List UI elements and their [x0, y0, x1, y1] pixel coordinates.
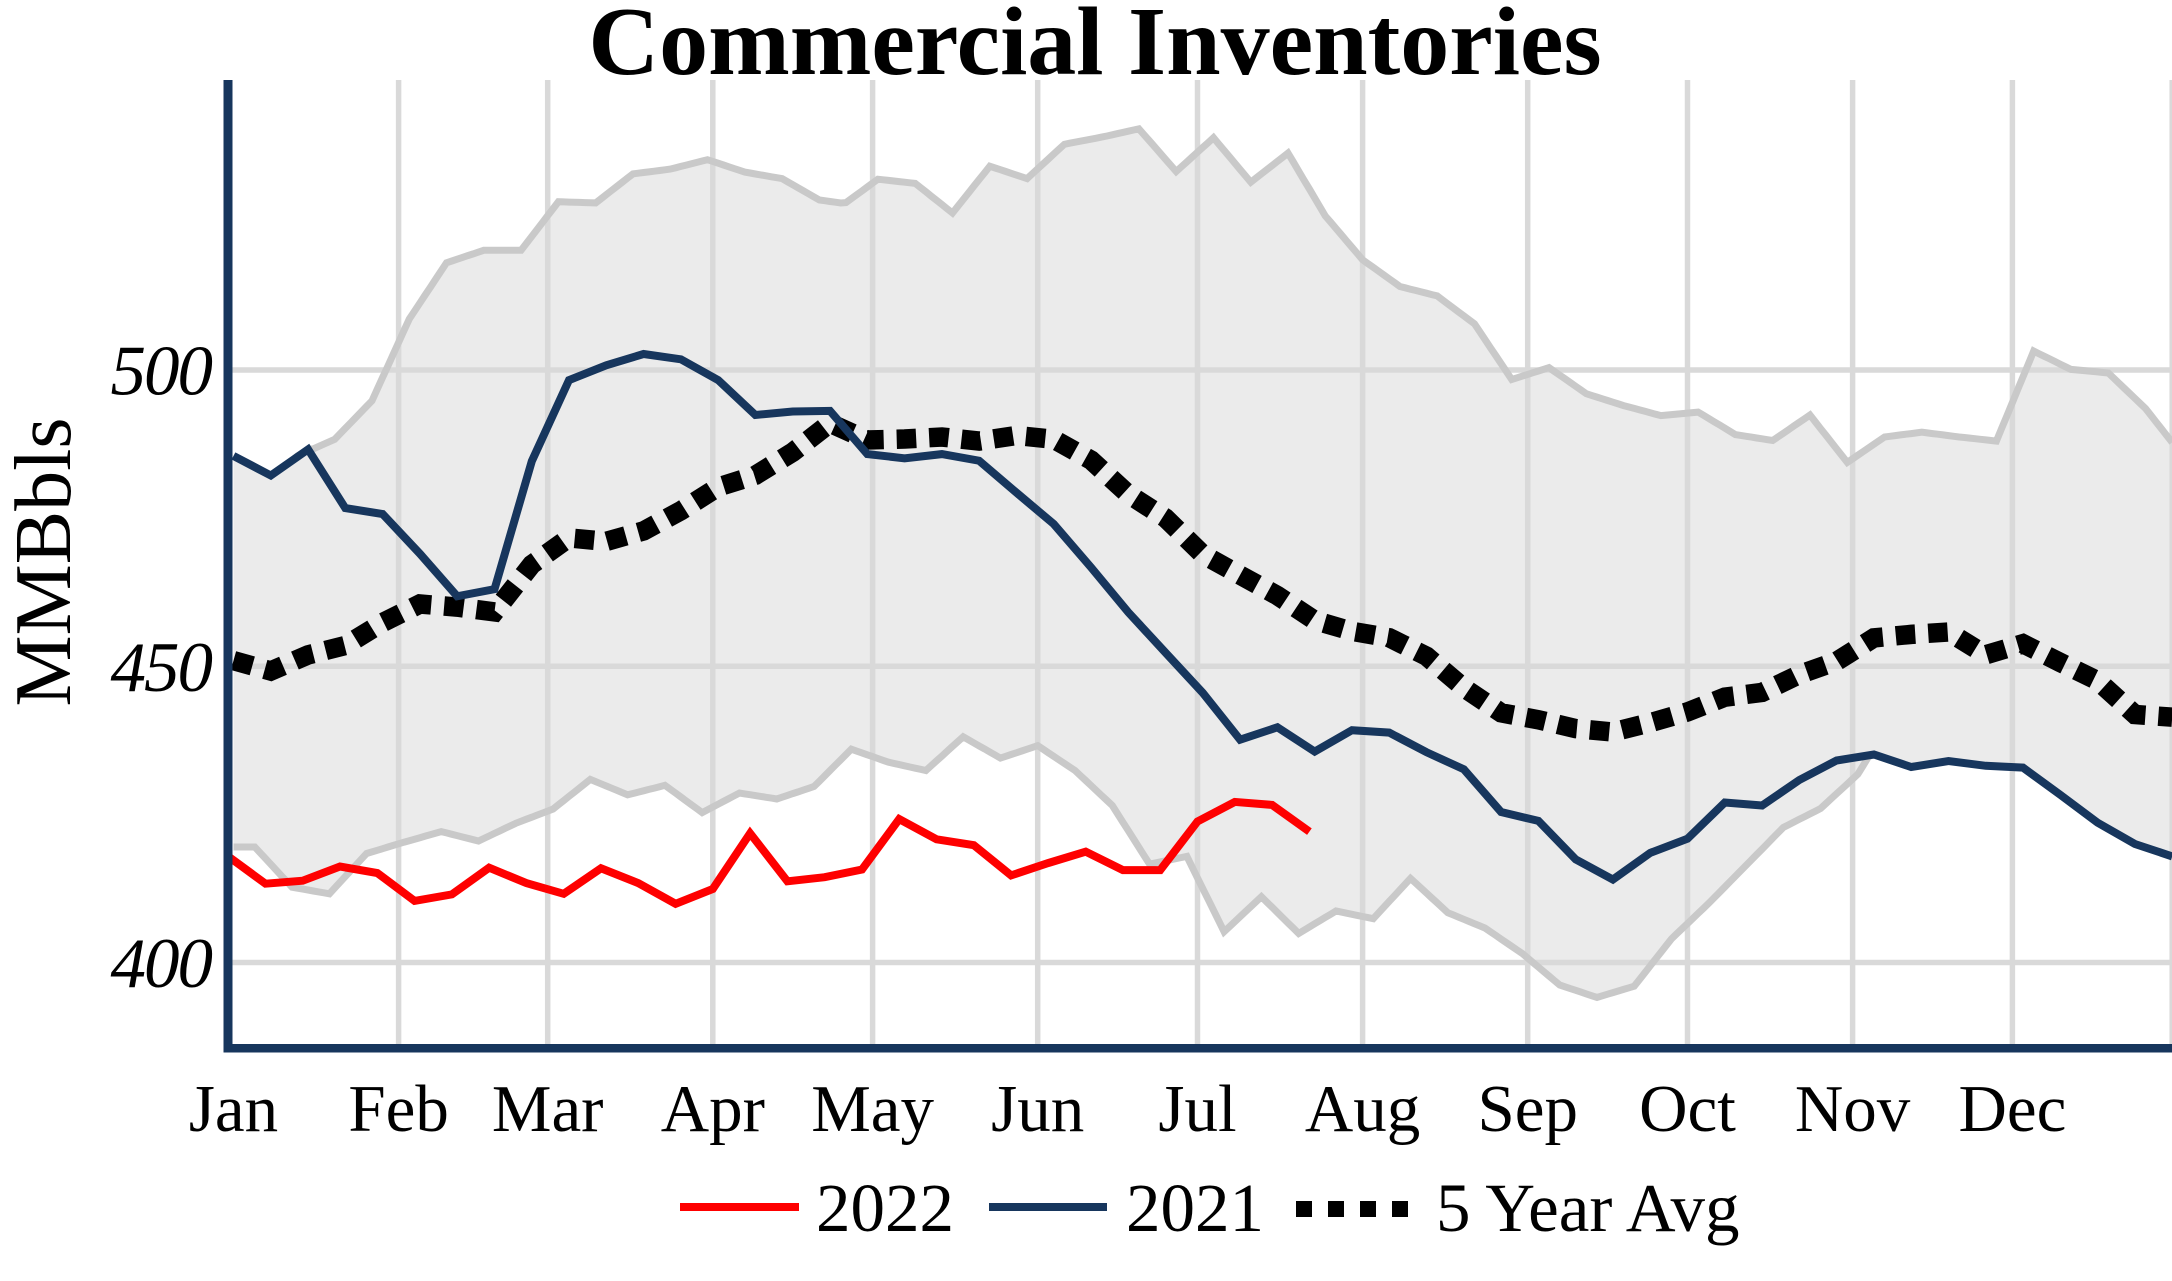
svg-text:May: May — [811, 1072, 934, 1146]
svg-text:Jun: Jun — [991, 1072, 1084, 1146]
svg-text:2022: 2022 — [816, 1170, 954, 1246]
svg-text:Aug: Aug — [1305, 1072, 1420, 1146]
svg-text:Jan: Jan — [189, 1072, 278, 1146]
svg-text:Feb: Feb — [348, 1072, 449, 1146]
svg-text:Commercial Inventories: Commercial Inventories — [588, 0, 1601, 96]
svg-text:400: 400 — [111, 925, 213, 1003]
svg-text:Dec: Dec — [1958, 1072, 2066, 1146]
svg-text:450: 450 — [111, 629, 213, 707]
svg-text:Oct: Oct — [1639, 1072, 1736, 1146]
svg-text:2021: 2021 — [1126, 1170, 1264, 1246]
svg-text:5 Year Avg: 5 Year Avg — [1436, 1170, 1740, 1246]
svg-text:Jul: Jul — [1158, 1072, 1236, 1146]
svg-text:Mar: Mar — [492, 1072, 604, 1146]
svg-text:MMBbls: MMBbls — [0, 418, 88, 707]
svg-text:Nov: Nov — [1795, 1072, 1911, 1146]
svg-text:Apr: Apr — [661, 1072, 765, 1146]
svg-text:500: 500 — [111, 333, 213, 411]
svg-text:Sep: Sep — [1477, 1072, 1578, 1146]
